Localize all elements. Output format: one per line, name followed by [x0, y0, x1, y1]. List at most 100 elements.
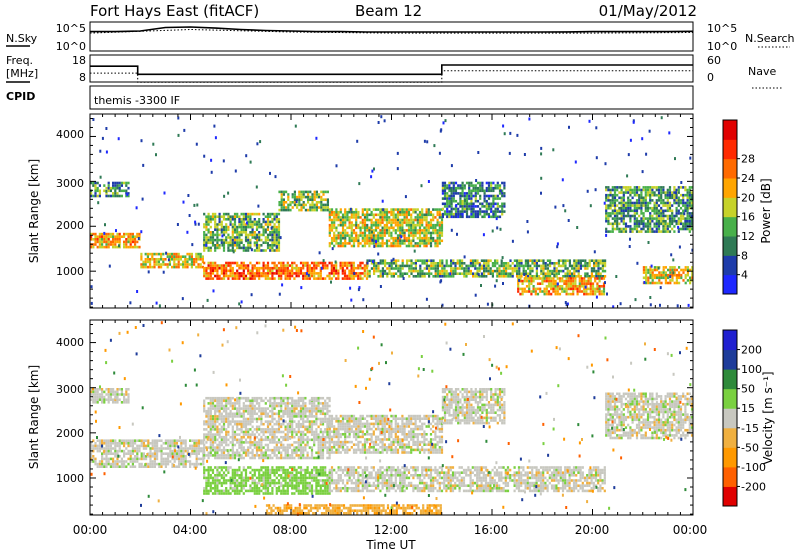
heatmap-cell [131, 449, 134, 453]
heatmap-cell [528, 290, 531, 293]
heatmap-cell [401, 229, 404, 232]
heatmap-cell [509, 259, 512, 262]
heatmap-cell [167, 439, 170, 442]
heatmap-cell [423, 218, 426, 222]
heatmap-cell [627, 188, 630, 192]
heatmap-cell [227, 420, 230, 423]
heatmap-cell [655, 199, 658, 202]
heatmap-cell [322, 206, 325, 209]
heatmap-cell [120, 194, 123, 198]
heatmap-cell [662, 201, 665, 205]
heatmap-cell [189, 452, 192, 455]
heatmap-cell [423, 259, 426, 262]
heatmap-cell [388, 229, 391, 232]
heatmap-speckle [650, 264, 653, 268]
heatmap-cell [622, 186, 625, 189]
heatmap-cell [203, 266, 206, 270]
heatmap-cell [655, 214, 658, 218]
heatmap-cell [365, 277, 369, 280]
heatmap-cell [98, 465, 101, 468]
heatmap-cell [423, 236, 426, 240]
heatmap-cell [205, 246, 208, 250]
heatmap-cell [229, 272, 232, 275]
heatmap-cell [253, 446, 256, 449]
heatmap-cell [211, 407, 215, 410]
heatmap-cell [207, 446, 210, 449]
heatmap-cell [521, 287, 524, 291]
heatmap-cell [640, 230, 643, 233]
heatmap-cell [258, 415, 261, 418]
heatmap-cell [366, 236, 369, 240]
heatmap-cell [291, 201, 294, 204]
heatmap-cell [346, 234, 349, 237]
heatmap-cell [231, 233, 234, 237]
heatmap-speckle [269, 171, 271, 175]
heatmap-cell [205, 241, 208, 244]
heatmap-cell [427, 223, 430, 227]
heatmap-cell [118, 460, 121, 463]
heatmap-cell [255, 269, 259, 273]
heatmap-cell [251, 417, 254, 421]
heatmap-cell [613, 209, 617, 213]
heatmap-cell [372, 216, 375, 219]
heatmap-cell [627, 206, 630, 210]
heatmap-cell [315, 201, 318, 204]
heatmap-cell [379, 221, 382, 224]
heatmap-cell [211, 277, 215, 280]
heatmap-speckle [564, 209, 567, 213]
heatmap-cell [253, 212, 256, 216]
heatmap-speckle [358, 182, 361, 186]
heatmap-cell [205, 441, 208, 444]
heatmap-cell [443, 189, 447, 193]
heatmap-cell [397, 275, 400, 278]
heatmap-cell [116, 245, 119, 249]
heatmap-cell [675, 281, 678, 285]
heatmap-cell [368, 242, 371, 245]
heatmap-cell [101, 439, 104, 442]
heatmap-cell [434, 231, 437, 235]
heatmap-cell [344, 218, 347, 222]
heatmap-cell [459, 186, 462, 190]
heatmap-cell [410, 234, 413, 237]
heatmap-cell [262, 438, 265, 442]
heatmap-cell [231, 225, 234, 229]
heatmap-cell [225, 266, 228, 270]
heatmap-cell [651, 191, 654, 194]
heatmap-cell [363, 231, 367, 235]
heatmap-cell [149, 263, 152, 266]
heatmap-cell [350, 221, 353, 224]
heatmap-cell [205, 396, 208, 400]
heatmap-cell [518, 275, 521, 278]
heatmap-cell [266, 236, 270, 239]
heatmap-speckle [371, 169, 374, 173]
heatmap-cell [560, 269, 563, 273]
heatmap-cell [112, 245, 115, 249]
heatmap-cell [458, 272, 461, 275]
heatmap-cell [244, 422, 248, 426]
heatmap-cell [454, 210, 458, 213]
heatmap-cell [233, 456, 237, 460]
heatmap-cell [220, 264, 223, 267]
heatmap-cell [377, 221, 380, 224]
heatmap-cell [377, 236, 380, 240]
heatmap-cell [461, 184, 464, 187]
heatmap-cell [682, 196, 685, 200]
heatmap-cell [644, 196, 647, 200]
heatmap-cell [218, 456, 221, 460]
heatmap-cell [260, 422, 263, 426]
heatmap-cell [366, 264, 369, 268]
frequency-series [90, 64, 693, 76]
heatmap-cell [315, 195, 318, 199]
heatmap-cell [476, 189, 480, 193]
heatmap-cell [561, 290, 564, 293]
heatmap-cell [377, 262, 380, 265]
heatmap-cell [220, 438, 223, 442]
heatmap-cell [182, 442, 185, 445]
heatmap-cell [569, 277, 573, 280]
heatmap-cell [284, 269, 287, 273]
heatmap-cell [416, 236, 419, 240]
heatmap-cell [668, 191, 672, 194]
heatmap-cell [341, 226, 345, 230]
heatmap-speckle [477, 151, 480, 154]
heatmap-cell [251, 269, 254, 273]
